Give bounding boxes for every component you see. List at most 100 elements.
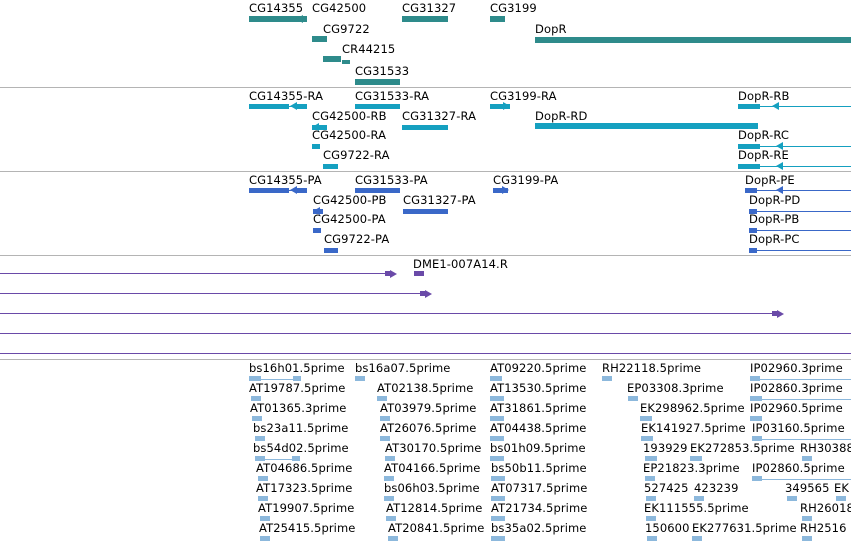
feature-block	[255, 436, 265, 441]
feature-label: CG31327-RA	[402, 109, 477, 123]
strand-arrow-left-icon	[776, 162, 783, 170]
feature-block	[802, 516, 812, 521]
feature-block	[745, 188, 757, 193]
feature-label: bs50b11.5prime	[491, 461, 587, 475]
feature-block	[414, 271, 424, 276]
feature-block	[293, 376, 301, 381]
feature-block	[493, 188, 508, 193]
feature-connector	[762, 479, 851, 480]
feature-label: 423239	[694, 481, 739, 495]
strand-arrow-left-icon	[296, 15, 303, 23]
feature-label: EK111555.5prime	[644, 501, 749, 515]
feature-block	[645, 476, 655, 481]
feature-label: DopR-RD	[535, 109, 588, 123]
feature-label: RH30388	[800, 441, 851, 455]
feature-label: CG31533-PA	[355, 173, 428, 187]
strand-arrow-right-icon	[425, 290, 432, 298]
feature-block	[402, 125, 448, 130]
feature-block	[292, 456, 300, 461]
feature-label: AT20841.5prime	[388, 521, 485, 535]
feature-connector	[255, 459, 300, 460]
feature-label: AT19787.5prime	[249, 381, 346, 395]
clone-track: DME1-007A14.R	[0, 256, 851, 359]
feature-label: CR44215	[342, 42, 396, 56]
feature-connector	[762, 439, 851, 440]
feature-block	[491, 476, 505, 481]
feature-block	[738, 144, 760, 149]
feature-label: DopR-PE	[745, 173, 795, 187]
feature-label: AT04166.5prime	[384, 461, 481, 475]
feature-block	[628, 396, 638, 401]
feature-block	[490, 16, 505, 22]
feature-block	[255, 456, 265, 461]
feature-block	[694, 496, 704, 501]
feature-block	[750, 376, 760, 381]
feature-block	[640, 416, 652, 421]
feature-block	[385, 271, 391, 276]
feature-label: bs06h03.5prime	[384, 481, 480, 495]
feature-block	[738, 104, 760, 109]
feature-block	[258, 496, 268, 501]
feature-connector	[0, 293, 428, 294]
feature-label: AT13530.5prime	[490, 381, 587, 395]
feature-block	[802, 456, 812, 461]
feature-label: DopR-RB	[738, 89, 790, 103]
feature-connector	[0, 313, 781, 314]
feature-label: CG31533-RA	[355, 89, 430, 103]
feature-label: AT26076.5prime	[380, 421, 477, 435]
strand-arrow-right-icon	[502, 186, 509, 194]
feature-block	[738, 164, 760, 169]
feature-block	[323, 56, 341, 62]
feature-block	[772, 311, 778, 316]
feature-label: DME1-007A14.R	[413, 257, 508, 271]
feature-label: DopR	[535, 22, 567, 36]
feature-block	[787, 496, 797, 501]
feature-block	[535, 123, 758, 129]
feature-label: CG9722-RA	[323, 148, 390, 162]
feature-label: CG14355-RA	[249, 89, 324, 103]
strand-arrow-left-icon	[312, 123, 319, 131]
feature-label: CG3199-PA	[493, 173, 559, 187]
feature-label: AT04686.5prime	[256, 461, 353, 475]
feature-block	[384, 476, 394, 481]
feature-block	[646, 496, 656, 501]
feature-label: EK141927.5prime	[641, 421, 746, 435]
feature-connector	[757, 250, 851, 251]
feature-label: CG42500	[312, 1, 367, 15]
feature-block	[260, 516, 270, 521]
feature-block	[420, 291, 426, 296]
feature-label: bs35a02.5prime	[491, 521, 587, 535]
feature-label: AT25415.5prime	[259, 521, 356, 535]
feature-label: CG31533	[355, 64, 410, 78]
feature-label: AT31861.5prime	[490, 401, 587, 415]
feature-block	[749, 209, 757, 214]
feature-block	[388, 536, 398, 541]
feature-label: IP02960.3prime	[750, 361, 843, 375]
strand-arrow-left-icon	[290, 102, 297, 110]
feature-label: AT02138.5prime	[377, 381, 474, 395]
feature-label: CG9722-PA	[324, 232, 390, 246]
feature-block	[690, 456, 702, 461]
feature-block	[646, 516, 656, 521]
feature-block	[490, 376, 502, 381]
feature-connector	[757, 190, 851, 191]
feature-label: AT19907.5prime	[258, 501, 355, 515]
feature-block	[490, 436, 504, 441]
feature-label: AT30170.5prime	[385, 441, 482, 455]
feature-block	[749, 248, 757, 253]
feature-label: CG3199	[490, 1, 537, 15]
feature-block	[355, 376, 365, 381]
gene-track: CG14355 CG42500 CG9722 CR44215 CG31533 CG3132…	[0, 0, 851, 87]
feature-block	[641, 436, 653, 441]
feature-block	[490, 456, 504, 461]
feature-block	[324, 248, 338, 253]
feature-block	[252, 416, 262, 421]
feature-block	[312, 144, 320, 149]
feature-label: bs16a07.5prime	[355, 361, 451, 375]
feature-label: RH26018	[800, 501, 851, 515]
feature-block	[490, 396, 504, 401]
feature-block	[249, 376, 261, 381]
strand-arrow-left-icon	[290, 186, 297, 194]
feature-block	[836, 496, 846, 501]
feature-block	[802, 536, 812, 541]
